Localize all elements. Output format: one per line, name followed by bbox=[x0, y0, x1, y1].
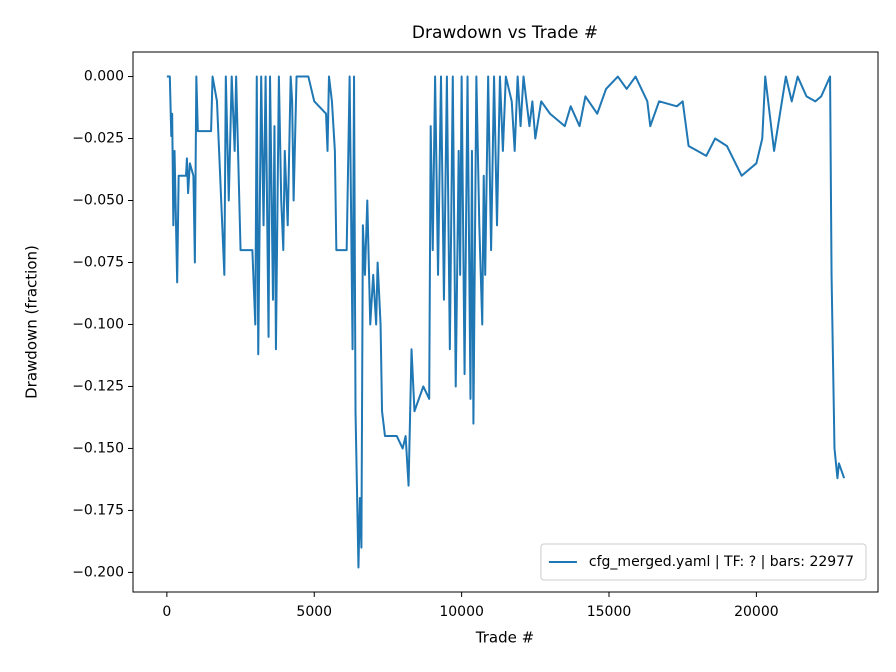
y-tick-label: −0.175 bbox=[72, 502, 124, 518]
x-tick-label: 5000 bbox=[296, 604, 332, 620]
y-tick-label: −0.200 bbox=[72, 564, 124, 580]
legend-frame bbox=[540, 543, 867, 581]
y-tick-label: −0.075 bbox=[72, 254, 124, 270]
y-tick-label: −0.150 bbox=[72, 440, 124, 456]
chart-title: Drawdown vs Trade # bbox=[412, 23, 598, 43]
x-axis-label: Trade # bbox=[475, 629, 534, 647]
y-tick-label: −0.100 bbox=[72, 316, 124, 332]
y-tick-label: 0.000 bbox=[84, 69, 124, 85]
y-axis-label: Drawdown (fraction) bbox=[23, 245, 41, 399]
y-tick-label: −0.050 bbox=[72, 193, 124, 209]
y-tick-label: −0.125 bbox=[72, 378, 124, 394]
y-tick-label: −0.025 bbox=[72, 131, 124, 147]
line-series bbox=[166, 75, 846, 569]
x-tick-label: 15000 bbox=[587, 604, 632, 620]
x-tick-label: 20000 bbox=[734, 604, 779, 620]
plot-area bbox=[166, 75, 846, 569]
legend: cfg_merged.yaml | TF: ? | bars: 22977 bbox=[548, 554, 854, 570]
x-tick-label: 10000 bbox=[439, 604, 484, 620]
legend-label: cfg_merged.yaml | TF: ? | bars: 22977 bbox=[589, 554, 854, 570]
axes-frame bbox=[132, 51, 879, 593]
x-tick-label: 0 bbox=[162, 604, 171, 620]
